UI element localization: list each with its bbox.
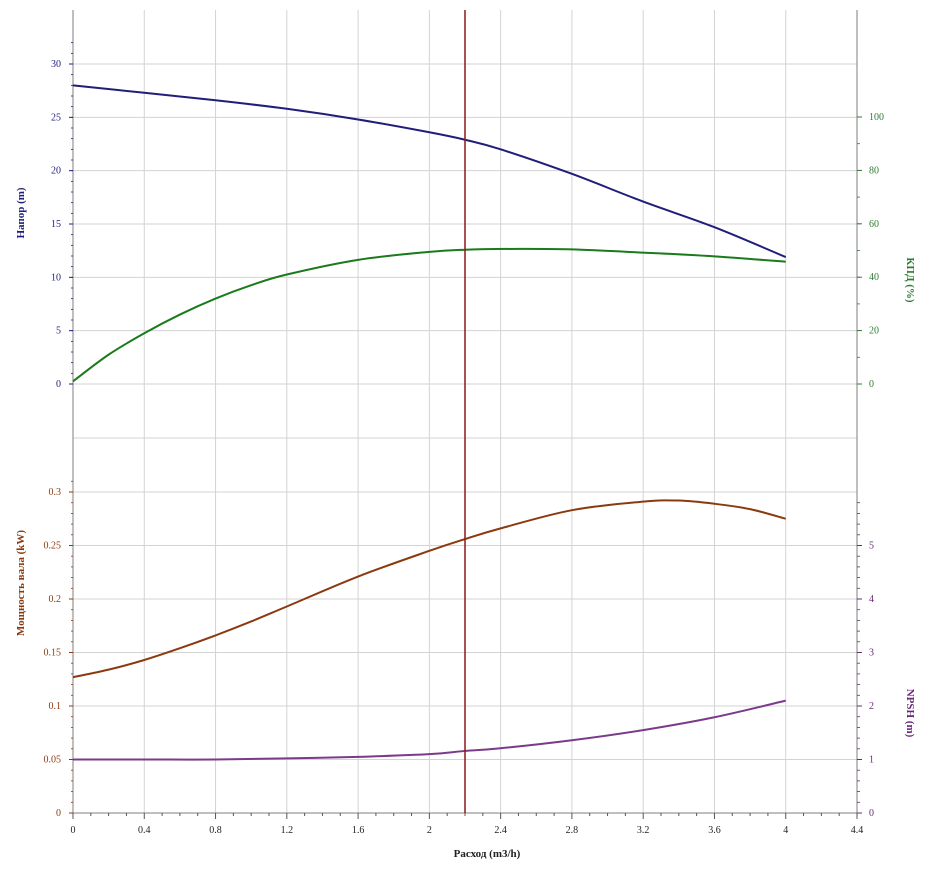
x-tick-label: 1.6 xyxy=(352,825,365,836)
efficiency-curve xyxy=(72,247,786,383)
efficiency-tick-label: 80 xyxy=(869,165,879,176)
head-tick-label: 25 xyxy=(51,112,61,123)
npsh-tick-label: 1 xyxy=(869,755,874,766)
x-tick-label: 2.8 xyxy=(566,825,579,836)
x-tick-label: 2.4 xyxy=(494,825,507,836)
npsh-tick-label: 2 xyxy=(869,701,874,712)
power-tick-label: 0.15 xyxy=(44,648,62,659)
x-tick-label: 0 xyxy=(71,825,76,836)
head-tick-label: 10 xyxy=(51,272,61,283)
efficiency-tick-label: 20 xyxy=(869,326,879,337)
x-tick-label: 1.2 xyxy=(281,825,294,836)
npsh-tick-label: 4 xyxy=(869,594,874,605)
efficiency-tick-label: 40 xyxy=(869,272,879,283)
efficiency-tick-label: 0 xyxy=(869,379,874,390)
x-tick-label: 0.4 xyxy=(138,825,151,836)
npsh-axis-title: NPSH (m) xyxy=(904,689,916,738)
tick-labels: 0 0.4 0.8 1.2 1.6 2 2.4 2.8 3.2 3.6 4 4.40510152025… xyxy=(44,59,885,836)
shaft-power-curve xyxy=(72,499,786,679)
power-tick-label: 0.05 xyxy=(44,755,62,766)
efficiency-tick-label: 60 xyxy=(869,219,879,230)
power-tick-label: 0.1 xyxy=(49,701,62,712)
x-tick-label: 3.2 xyxy=(637,825,650,836)
head-tick-label: 30 xyxy=(51,59,61,70)
head-curve xyxy=(72,84,787,258)
efficiency-tick-label: 100 xyxy=(869,112,884,123)
power-tick-label: 0.3 xyxy=(49,487,62,498)
head-tick-label: 20 xyxy=(51,166,61,177)
npsh-tick-label: 5 xyxy=(869,541,874,552)
power-tick-label: 0.25 xyxy=(44,541,62,552)
x-tick-label: 4.4 xyxy=(851,825,864,836)
head-tick-label: 5 xyxy=(56,326,61,337)
head-tick-label: 15 xyxy=(51,219,61,230)
x-axis-title: Расход (m3/h) xyxy=(454,848,521,860)
npsh-tick-label: 0 xyxy=(869,808,874,819)
npsh-curve xyxy=(72,699,786,761)
x-tick-label: 0.8 xyxy=(209,825,222,836)
power-tick-label: 0 xyxy=(56,808,61,819)
x-tick-label: 3.6 xyxy=(708,825,721,836)
curves xyxy=(72,84,787,761)
head-axis-title: Напор (m) xyxy=(15,187,27,238)
power-tick-label: 0.2 xyxy=(49,594,62,605)
npsh-tick-label: 3 xyxy=(869,648,874,659)
head-tick-label: 0 xyxy=(56,379,61,390)
shaft-power-axis-title: Мощность вала (kW) xyxy=(15,530,27,636)
x-tick-label: 4 xyxy=(783,825,788,836)
efficiency-axis-title: КПД (%) xyxy=(904,257,916,303)
x-tick-label: 2 xyxy=(427,825,432,836)
